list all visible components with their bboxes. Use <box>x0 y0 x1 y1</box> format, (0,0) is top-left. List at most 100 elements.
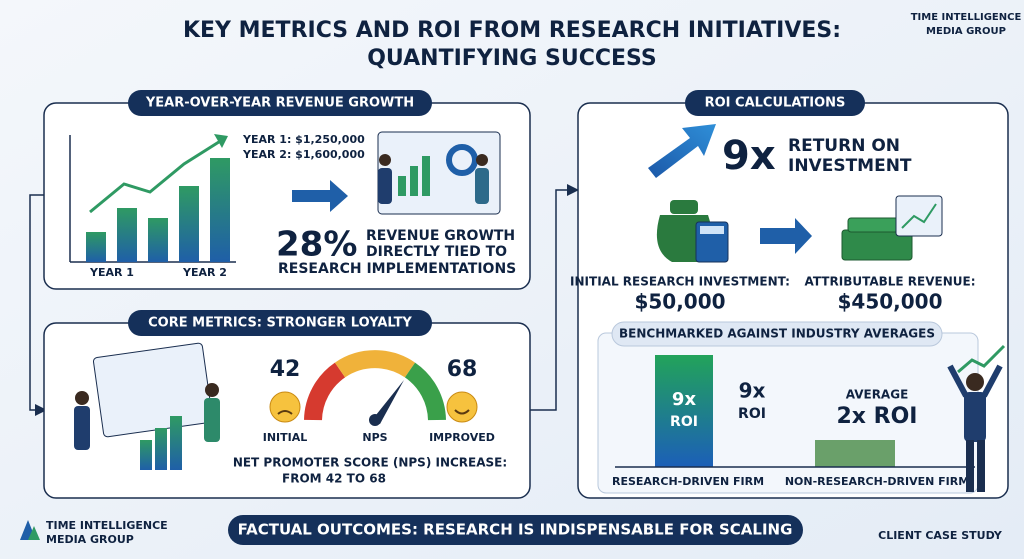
nps-value: 68 <box>447 357 478 382</box>
amount: $450,000 <box>837 290 942 314</box>
illustration <box>140 440 152 470</box>
bar-value: 2x ROI <box>837 404 918 429</box>
arrow <box>292 180 348 212</box>
illustration <box>422 156 430 196</box>
connector <box>29 194 47 416</box>
label: INITIAL <box>263 431 308 444</box>
caption: RESEARCH IMPLEMENTATIONS <box>278 261 516 277</box>
person <box>977 440 985 492</box>
illustration <box>410 166 418 196</box>
person <box>964 392 986 442</box>
gauge-arc <box>334 350 416 378</box>
banner-text: FACTUAL OUTCOMES: RESEARCH IS INDISPENSA… <box>238 521 793 539</box>
year-value: YEAR 1: $1,250,000 <box>242 133 365 146</box>
logo <box>28 526 40 540</box>
title: KEY METRICS AND ROI FROM RESEARCH INITIA… <box>183 18 841 43</box>
person <box>74 406 90 450</box>
illustration <box>170 416 182 470</box>
bar-label: ROI <box>670 414 698 430</box>
brand: TIME INTELLIGENCE <box>46 519 168 532</box>
roi-caption: RETURN ON <box>788 136 900 156</box>
person <box>379 154 391 166</box>
illustration <box>901 203 937 229</box>
heading-pill <box>685 90 865 116</box>
banner <box>228 515 803 545</box>
bar-value: ROI <box>738 406 766 422</box>
bar-label: 9x <box>672 389 697 410</box>
heading: BENCHMARKED AGAINST INDUSTRY AVERAGES <box>619 327 935 341</box>
label: INITIAL RESEARCH INVESTMENT: <box>570 275 790 289</box>
brand: MEDIA GROUP <box>46 533 134 546</box>
big-percent: 28% <box>276 225 357 265</box>
year-value: YEAR 2: $1,600,000 <box>242 148 365 161</box>
bar <box>117 208 137 262</box>
person <box>378 168 392 204</box>
bar <box>86 232 106 262</box>
benchmark-bar <box>815 440 895 467</box>
person <box>475 168 489 204</box>
emoji <box>454 409 470 415</box>
caption: NET PROMOTER SCORE (NPS) INCREASE: <box>233 456 507 470</box>
caption: FROM 42 TO 68 <box>282 472 386 486</box>
x-label: YEAR 1 <box>89 266 134 279</box>
title: QUANTIFYING SUCCESS <box>367 46 657 71</box>
roi-caption: INVESTMENT <box>788 156 912 176</box>
label: ATTRIBUTABLE REVENUE: <box>804 275 975 289</box>
screen-illustration <box>895 195 943 237</box>
illustration <box>957 344 1006 374</box>
x-label: YEAR 2 <box>182 266 227 279</box>
emoji <box>446 391 478 423</box>
connector <box>530 184 579 411</box>
bar-value: AVERAGE <box>846 388 909 402</box>
bar <box>148 218 168 262</box>
gauge-arc <box>404 362 446 421</box>
illustration <box>398 176 406 196</box>
heading: YEAR-OVER-YEAR REVENUE GROWTH <box>145 96 414 111</box>
bar-value: 9x <box>739 379 766 403</box>
bar <box>179 186 199 262</box>
brand: MEDIA GROUP <box>926 26 1006 37</box>
emoji <box>277 410 293 415</box>
calculator <box>700 226 724 234</box>
trend-arrow <box>214 134 228 148</box>
growth-arrow <box>648 124 716 178</box>
caption: REVENUE GROWTH <box>366 228 515 244</box>
person <box>966 440 974 492</box>
tag: CLIENT CASE STUDY <box>878 529 1003 542</box>
money-bag <box>670 200 698 214</box>
firm-label: RESEARCH-DRIVEN FIRM <box>612 475 764 488</box>
trend-line <box>89 138 223 214</box>
nps-value: 42 <box>270 357 301 382</box>
gauge-needle <box>372 380 404 424</box>
caption: DIRECTLY TIED TO <box>366 244 507 260</box>
label: NPS <box>362 431 387 444</box>
emoji <box>269 391 301 423</box>
brand: TIME INTELLIGENCE <box>911 12 1022 23</box>
illustration <box>446 144 478 176</box>
label: IMPROVED <box>429 431 495 444</box>
screen-illustration <box>92 342 214 438</box>
firm-label: NON-RESEARCH-DRIVEN FIRM <box>785 475 969 488</box>
benchmark-bar <box>655 355 713 467</box>
arrow <box>760 218 812 254</box>
person <box>205 383 219 397</box>
benchmark-pill <box>611 321 943 347</box>
gauge-hub <box>369 414 381 426</box>
person <box>204 398 220 442</box>
person <box>75 391 89 405</box>
person <box>966 373 984 391</box>
heading: ROI CALCULATIONS <box>705 96 846 111</box>
roi-multiple: 9x <box>722 133 776 179</box>
bar <box>210 158 230 262</box>
gauge-arc <box>304 362 346 421</box>
amount: $50,000 <box>634 290 725 314</box>
illustration <box>155 428 167 470</box>
heading-pill <box>128 310 432 336</box>
person <box>947 364 1003 398</box>
heading-pill <box>128 90 432 116</box>
heading: CORE METRICS: STRONGER LOYALTY <box>148 316 412 331</box>
person <box>476 154 488 166</box>
